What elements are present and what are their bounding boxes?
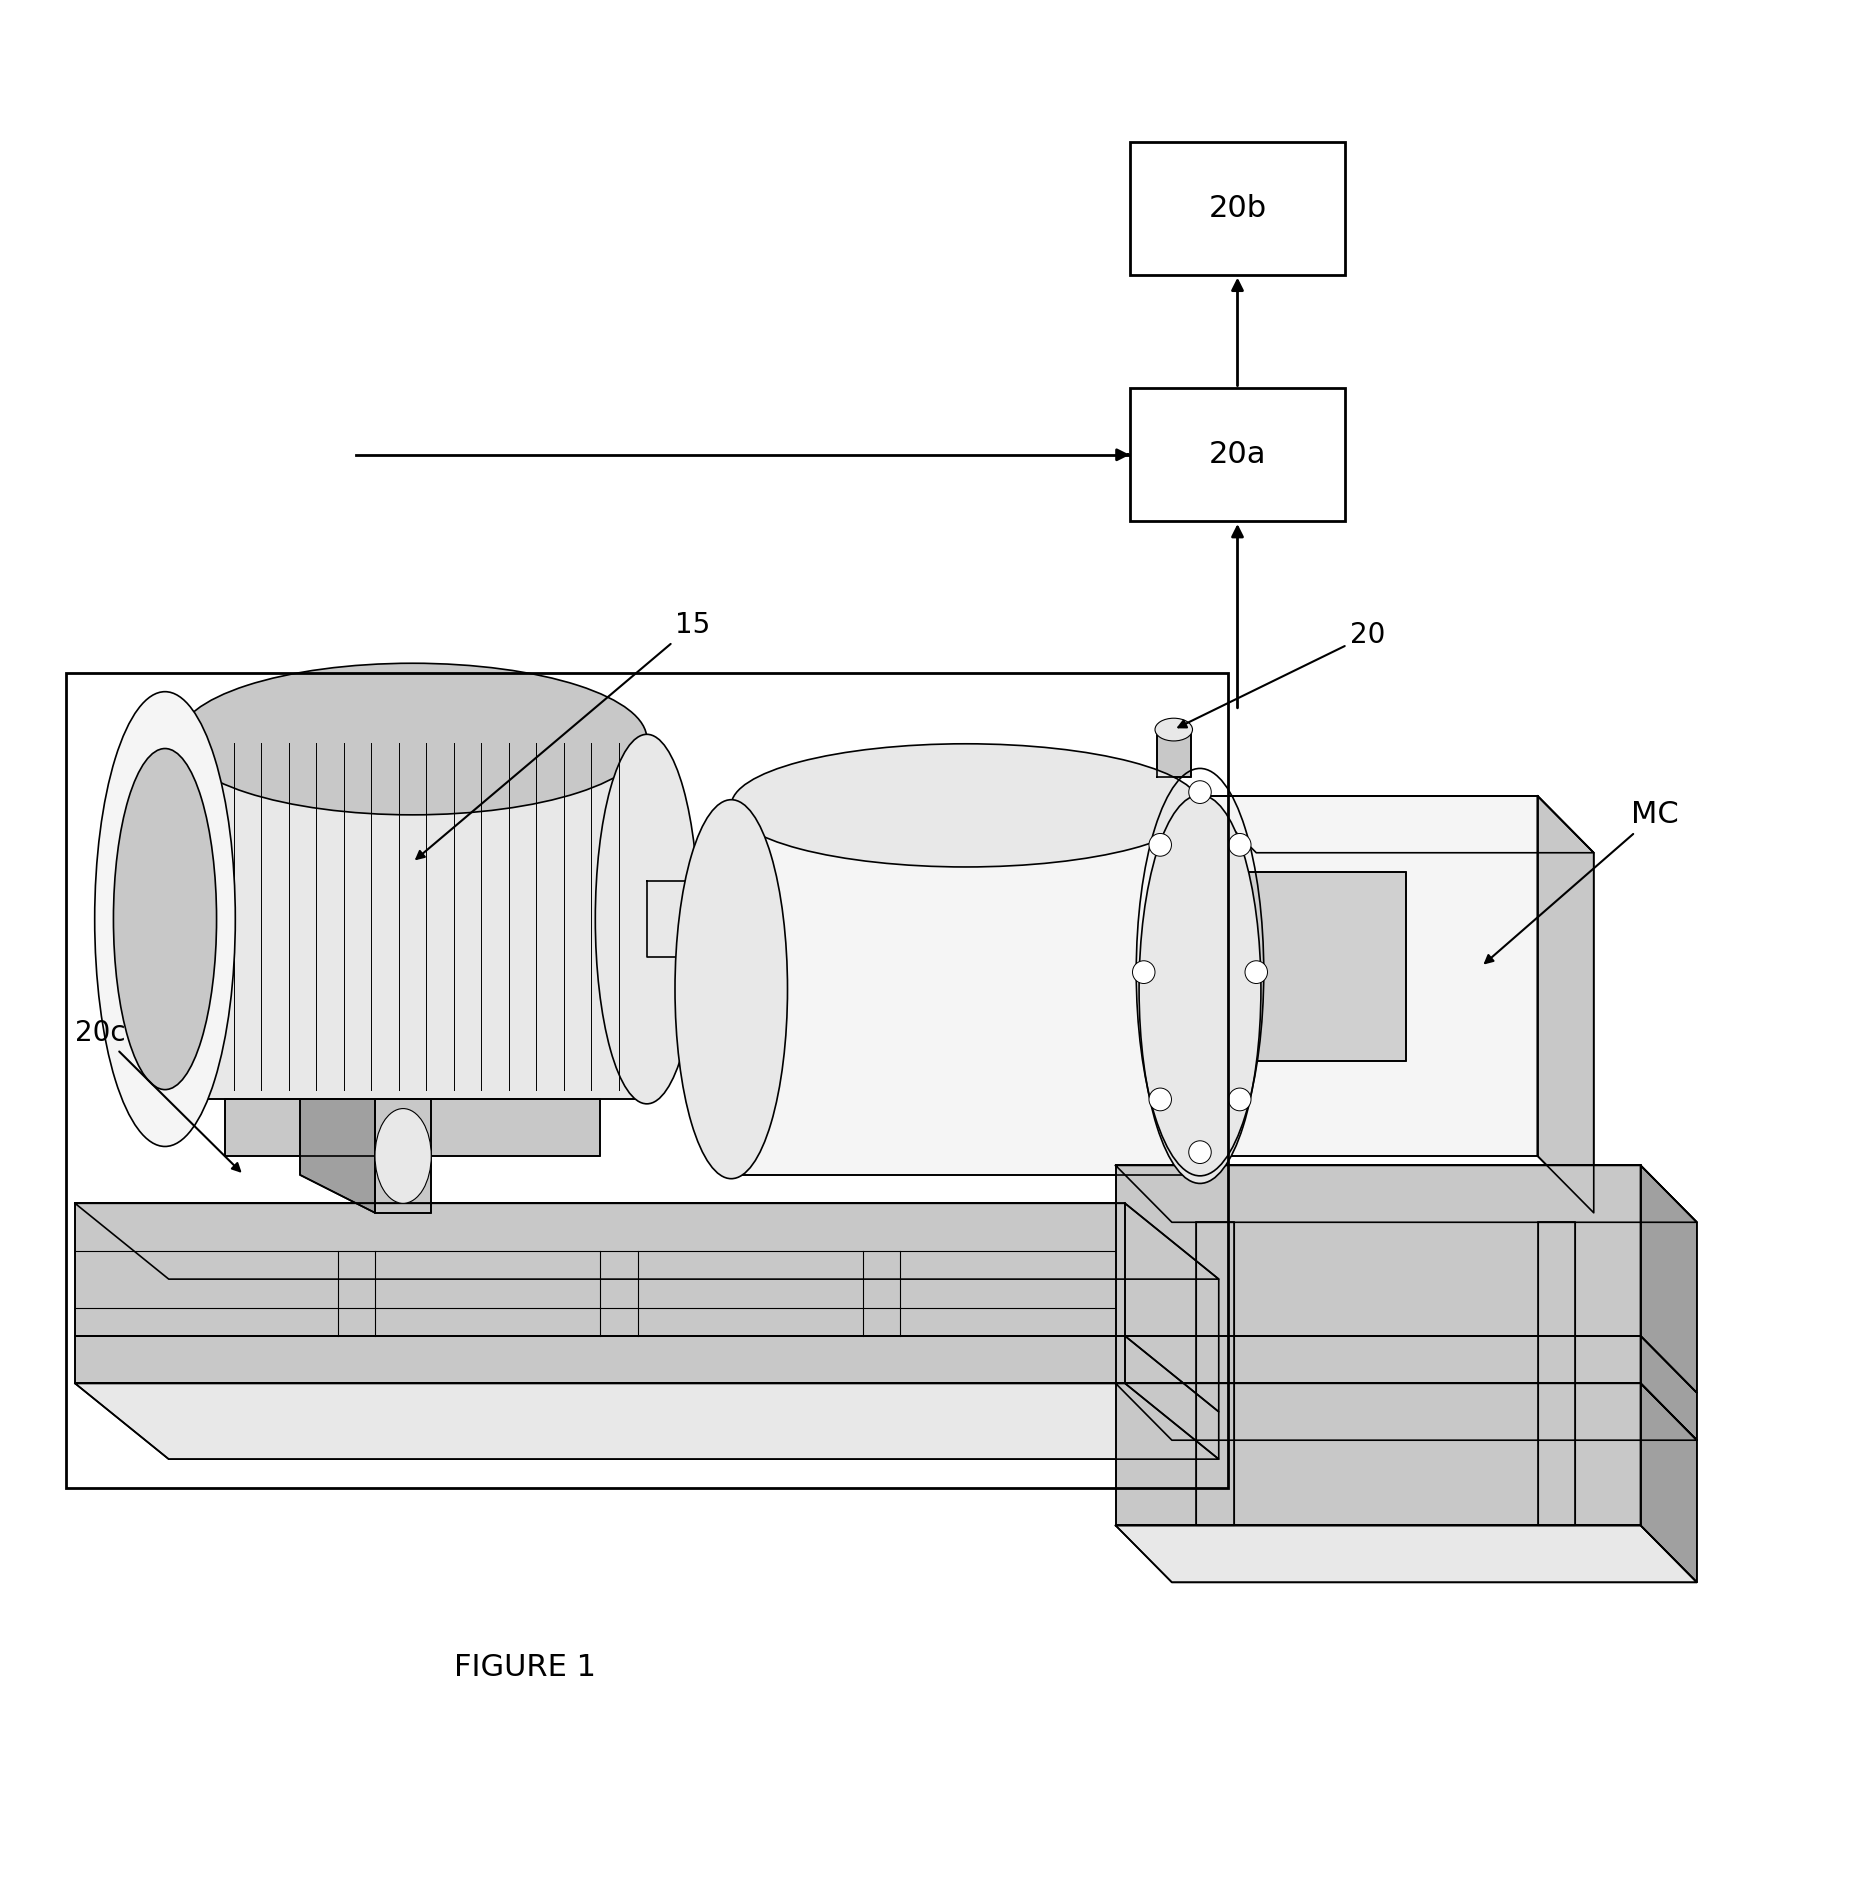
Polygon shape: [178, 739, 647, 1099]
Polygon shape: [1228, 872, 1406, 1061]
Polygon shape: [1116, 1336, 1641, 1383]
Polygon shape: [1641, 1383, 1697, 1582]
Ellipse shape: [596, 735, 698, 1103]
Ellipse shape: [1140, 796, 1260, 1182]
Polygon shape: [75, 1203, 1219, 1279]
Polygon shape: [1116, 1383, 1641, 1525]
Circle shape: [1245, 961, 1268, 984]
FancyBboxPatch shape: [1129, 388, 1346, 521]
Polygon shape: [1538, 796, 1594, 1213]
Circle shape: [1132, 961, 1155, 984]
Ellipse shape: [122, 730, 234, 1109]
Polygon shape: [75, 1203, 1125, 1336]
Polygon shape: [1125, 1336, 1219, 1459]
Polygon shape: [300, 1099, 375, 1213]
Circle shape: [1149, 1088, 1172, 1110]
Circle shape: [1189, 1141, 1211, 1164]
Polygon shape: [1200, 796, 1594, 853]
Ellipse shape: [675, 800, 788, 1179]
Polygon shape: [1116, 1165, 1641, 1336]
Polygon shape: [225, 1099, 600, 1156]
Ellipse shape: [375, 1109, 431, 1203]
Polygon shape: [75, 1383, 1219, 1459]
Text: 20: 20: [1178, 622, 1386, 728]
Polygon shape: [375, 1099, 431, 1213]
Text: 20a: 20a: [1209, 440, 1266, 470]
Polygon shape: [731, 805, 1200, 1175]
Polygon shape: [75, 1336, 1125, 1383]
Ellipse shape: [114, 749, 218, 1090]
Text: 20b: 20b: [1209, 193, 1268, 224]
Polygon shape: [1116, 1525, 1697, 1582]
Circle shape: [1189, 781, 1211, 803]
Text: FIGURE 1: FIGURE 1: [454, 1652, 596, 1683]
Circle shape: [1149, 834, 1172, 857]
Text: MC: MC: [1485, 800, 1678, 963]
Polygon shape: [1157, 730, 1191, 777]
Circle shape: [1228, 1088, 1251, 1110]
Text: 15: 15: [416, 612, 711, 858]
Polygon shape: [1196, 1222, 1234, 1525]
Ellipse shape: [731, 743, 1200, 868]
Polygon shape: [1116, 1383, 1697, 1440]
Polygon shape: [1200, 796, 1538, 1156]
Polygon shape: [1641, 1165, 1697, 1393]
FancyBboxPatch shape: [1129, 142, 1346, 275]
Circle shape: [1228, 834, 1251, 857]
Polygon shape: [1641, 1336, 1697, 1440]
Ellipse shape: [178, 663, 647, 815]
Polygon shape: [1125, 1203, 1219, 1412]
Polygon shape: [1538, 1222, 1575, 1525]
Polygon shape: [1116, 1165, 1697, 1222]
Ellipse shape: [94, 692, 236, 1146]
Text: 20c: 20c: [75, 1020, 240, 1171]
Polygon shape: [647, 881, 731, 957]
Ellipse shape: [1155, 718, 1192, 741]
